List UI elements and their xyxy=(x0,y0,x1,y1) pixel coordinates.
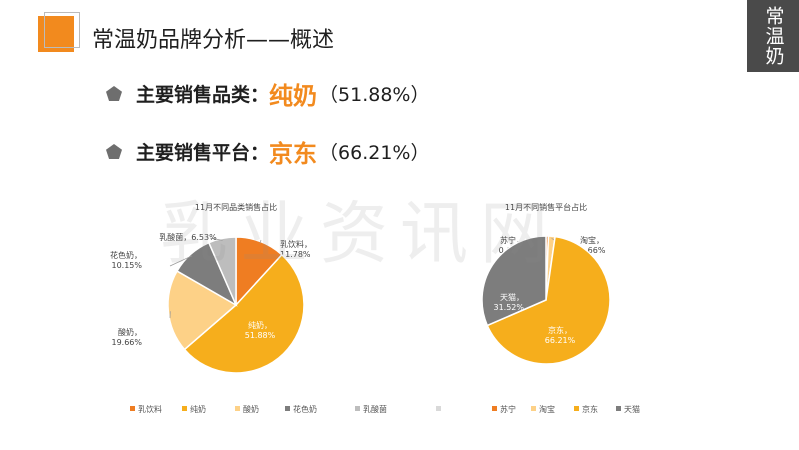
legend-label: 乳饮料 xyxy=(138,404,162,414)
data-label: 天猫， 31.52% xyxy=(493,292,524,312)
bullet-label: 主要销售平台： xyxy=(136,142,270,164)
legend-swatch xyxy=(436,406,441,411)
legend-label: 酸奶 xyxy=(243,404,259,414)
legend-swatch xyxy=(531,406,536,411)
legend-label: 纯奶 xyxy=(190,404,206,414)
leader-line xyxy=(259,239,262,244)
legend-label: 天猫 xyxy=(624,404,640,414)
legend-swatch xyxy=(285,406,290,411)
legend-label: 乳酸菌 xyxy=(363,404,387,414)
legend-swatch xyxy=(235,406,240,411)
legend-label: 苏宁 xyxy=(500,404,516,414)
pie-slice xyxy=(183,253,305,374)
bullet-highlight: 纯奶 xyxy=(269,82,318,110)
title-accent-outline xyxy=(44,12,80,48)
data-label: 乳饮料， 11.78% xyxy=(280,239,312,259)
legend-swatch xyxy=(182,406,187,411)
pie-slice xyxy=(167,270,238,351)
data-label: 乳酸菌，6.53% xyxy=(159,232,217,242)
legend-swatch xyxy=(616,406,621,411)
bullet-platform: 主要销售平台： 京东 （66.21%） xyxy=(106,134,429,169)
legend-swatch xyxy=(130,406,135,411)
leader-line xyxy=(551,237,555,241)
legend-swatch xyxy=(492,406,497,411)
page-title: 常温奶品牌分析——概述 xyxy=(92,28,335,53)
data-label: 纯奶， 51.88% xyxy=(245,320,276,340)
chart-title: 11月不同销售平台占比 xyxy=(505,202,587,212)
bullet-label: 主要销售品类： xyxy=(136,84,270,106)
leader-line xyxy=(169,255,193,267)
legend-label: 淘宝 xyxy=(539,404,555,414)
pie-slice xyxy=(486,235,611,365)
data-label: 花色奶， 10.15% xyxy=(110,250,142,270)
bullet-percent: （66.21%） xyxy=(319,142,430,164)
bullet-percent: （51.88%） xyxy=(319,84,430,106)
pie-slice xyxy=(207,236,237,306)
bullet-highlight: 京东 xyxy=(269,140,318,168)
data-label: 京东， 66.21% xyxy=(545,325,576,345)
chart-title: 11月不同品类销售占比 xyxy=(195,202,277,212)
bullet-category: 主要销售品类： 纯奶 （51.88%） xyxy=(106,76,429,111)
legend-swatch xyxy=(355,406,360,411)
legend-swatch xyxy=(574,406,579,411)
data-label: 淘宝， 1.66% xyxy=(580,235,606,255)
pie-slice xyxy=(481,235,547,327)
side-tab: 常温奶 xyxy=(747,0,799,72)
legend-label: 京东 xyxy=(582,404,598,414)
data-label: 酸奶， 19.66% xyxy=(111,327,142,347)
pentagon-bullet-icon xyxy=(106,86,122,101)
legend-label: 花色奶 xyxy=(293,404,317,414)
leader-line xyxy=(209,237,223,241)
pentagon-bullet-icon xyxy=(106,144,122,159)
